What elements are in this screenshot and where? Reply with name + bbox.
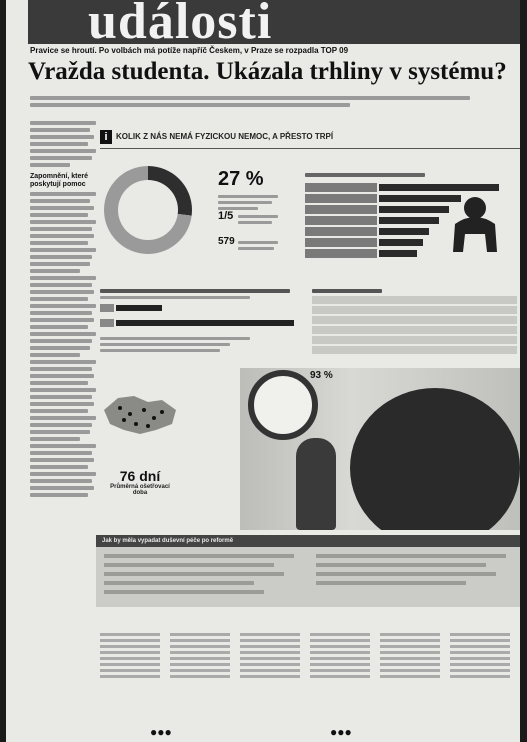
- bar-row: [305, 205, 515, 215]
- masthead-title: události: [88, 0, 273, 50]
- table-row: [312, 336, 517, 344]
- bar-list: [305, 170, 515, 260]
- hospital-chart: [100, 286, 305, 355]
- ornament-dots: ●●●: [150, 725, 172, 739]
- photo-head: [350, 388, 520, 530]
- bar-row: [305, 238, 515, 248]
- pie-chart: [104, 166, 192, 254]
- stat-percent: 27 %: [218, 168, 264, 190]
- table-row: [312, 296, 517, 304]
- headline: Vražda studenta. Ukázala trhliny v systé…: [28, 58, 507, 85]
- table-row: [312, 326, 517, 334]
- avg-stay-value: 76 dní: [119, 468, 161, 484]
- page-edge: ●●● ●●●: [0, 725, 527, 742]
- hospitalisation-table: [312, 286, 517, 356]
- masthead: události: [28, 0, 520, 50]
- infographic-title: i KOLIK Z NÁS NEMÁ FYZICKOU NEMOC, A PŘES…: [100, 130, 333, 144]
- ring-percent: 93 %: [310, 370, 333, 381]
- bar-row: [305, 194, 515, 204]
- sitting-person-icon: [453, 197, 497, 252]
- stat-count: 579: [218, 236, 235, 247]
- ring-chart: [248, 370, 318, 440]
- bar-row: [305, 183, 515, 193]
- hosp-bar-row: [100, 319, 305, 329]
- avg-stay: 76 dní Průměrná ošetřovací doba: [110, 468, 170, 496]
- reform-box: Jak by měla vypadat duševní péče po refo…: [96, 535, 520, 607]
- ornament-dots: ●●●: [330, 725, 352, 739]
- avg-stay-label: Průměrná ošetřovací doba: [110, 484, 170, 496]
- photo-person: [296, 438, 336, 530]
- reform-box-title: Jak by měla vypadat duševní péče po refo…: [96, 535, 520, 547]
- side-heading: Zapomnění, které poskytují pomoc: [30, 173, 88, 188]
- stat-fraction: 1/5: [218, 210, 234, 222]
- table-row: [312, 306, 517, 314]
- divider: [100, 148, 520, 149]
- article-body: [100, 630, 516, 720]
- side-column: Zapomnění, které poskytují pomoc: [30, 118, 98, 500]
- infographic: i KOLIK Z NÁS NEMÁ FYZICKOU NEMOC, A PŘES…: [96, 118, 520, 638]
- table-row: [312, 346, 517, 354]
- stat-count-note: [238, 238, 288, 253]
- pie-center: [118, 180, 178, 240]
- stat-fraction-note: [238, 212, 288, 227]
- photo: [240, 368, 520, 530]
- table-row: [312, 316, 517, 324]
- stat-percent-note: [218, 192, 288, 213]
- lead-paragraph: [30, 93, 490, 110]
- hosp-bar-row: [100, 304, 305, 314]
- czech-map: [104, 396, 176, 434]
- bar-row: [305, 227, 515, 237]
- top-news-strip: Pravice se hroutí. Po volbách má potíže …: [30, 46, 349, 55]
- bar-row: [305, 216, 515, 226]
- info-icon: i: [100, 130, 112, 144]
- bar-row: [305, 249, 515, 259]
